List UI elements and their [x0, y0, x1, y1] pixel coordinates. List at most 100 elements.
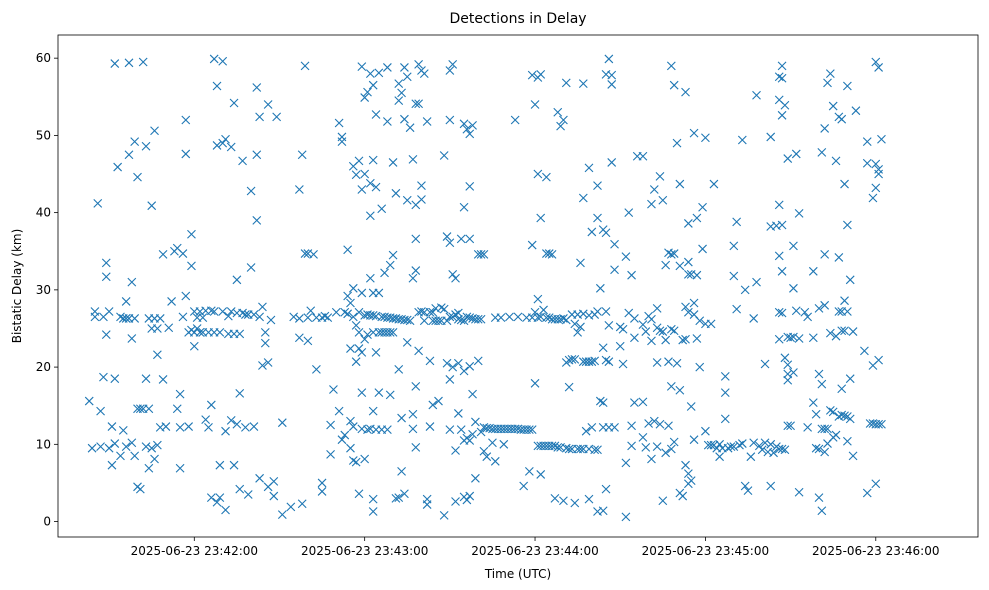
- data-point-0-70: [175, 389, 185, 399]
- data-point-0-704: [823, 78, 832, 88]
- data-point-0-699: [820, 124, 830, 133]
- data-point-0-301: [414, 346, 424, 356]
- data-point-0-529: [630, 314, 639, 323]
- data-point-0-610: [709, 179, 719, 189]
- data-point-0-325: [439, 304, 449, 314]
- data-point-0-507: [604, 54, 614, 64]
- data-point-0-166: [303, 336, 313, 346]
- data-point-0-154: [277, 510, 287, 519]
- data-point-0-193: [346, 443, 355, 453]
- data-point-0-575: [675, 261, 685, 271]
- data-point-0-730: [842, 220, 852, 230]
- data-point-0-257: [382, 425, 392, 435]
- data-point-0-707: [825, 69, 835, 79]
- data-point-0-175: [323, 313, 333, 323]
- data-point-0-332: [445, 238, 455, 248]
- data-point-0-86: [195, 327, 205, 337]
- data-point-0-373: [471, 417, 480, 427]
- data-point-0-327: [442, 232, 452, 241]
- data-point-0-564: [666, 249, 676, 259]
- data-point-0-44: [141, 374, 151, 384]
- data-point-0-74: [181, 149, 191, 159]
- data-point-0-489: [590, 445, 600, 455]
- data-point-0-681: [794, 334, 804, 343]
- data-point-0-726: [840, 296, 849, 306]
- data-point-0-622: [729, 271, 739, 281]
- data-point-0-25: [121, 442, 131, 452]
- data-point-0-469: [576, 258, 585, 268]
- data-point-0-57: [152, 440, 162, 450]
- data-point-0-212: [357, 388, 367, 397]
- data-point-0-21: [116, 451, 125, 461]
- data-point-0-352: [459, 202, 469, 212]
- data-point-0-735: [845, 374, 855, 384]
- data-point-0-145: [260, 338, 270, 348]
- data-point-0-361: [465, 129, 475, 139]
- data-point-0-609: [706, 440, 716, 450]
- data-point-0-608: [706, 319, 716, 329]
- data-point-0-324: [439, 151, 449, 160]
- data-point-0-613: [715, 439, 724, 449]
- data-point-0-66: [172, 404, 182, 414]
- data-point-0-631: [743, 486, 753, 496]
- data-point-0-505: [601, 355, 611, 365]
- data-point-0-376: [473, 314, 483, 324]
- data-point-0-215: [360, 169, 370, 179]
- y-tick-label-1: 10: [36, 437, 51, 451]
- data-point-0-561: [664, 357, 673, 367]
- data-point-0-141: [255, 312, 264, 322]
- data-point-0-146: [263, 100, 273, 109]
- data-point-0-759: [877, 419, 886, 429]
- data-point-0-553: [655, 419, 665, 429]
- data-point-0-619: [723, 443, 733, 453]
- data-point-0-745: [868, 193, 878, 203]
- data-point-0-678: [791, 149, 801, 159]
- data-point-0-27: [124, 58, 134, 68]
- data-point-0-176: [326, 420, 335, 430]
- data-point-0-299: [414, 99, 424, 109]
- data-point-0-522: [621, 458, 631, 468]
- data-point-0-150: [269, 477, 279, 486]
- data-point-0-516: [610, 422, 619, 432]
- data-point-0-273: [394, 493, 404, 503]
- data-point-0-94: [206, 493, 216, 503]
- data-point-0-41: [138, 57, 148, 67]
- data-point-0-576: [675, 385, 685, 395]
- data-point-0-459: [564, 444, 574, 454]
- data-point-0-26: [121, 297, 131, 306]
- data-point-0-596: [689, 435, 699, 445]
- data-point-0-558: [661, 335, 671, 345]
- data-point-0-620: [726, 442, 736, 452]
- data-point-0-501: [598, 506, 608, 516]
- data-point-0-618: [720, 414, 730, 424]
- data-point-0-63: [164, 323, 174, 333]
- data-point-0-195: [348, 283, 358, 293]
- data-point-0-109: [221, 134, 230, 144]
- data-point-0-112: [223, 311, 233, 321]
- data-point-0-693: [814, 493, 824, 503]
- data-point-0-128: [241, 422, 250, 432]
- data-point-0-313: [425, 356, 435, 366]
- data-point-0-591: [686, 402, 696, 411]
- data-point-0-755: [874, 164, 884, 174]
- data-point-0-723: [837, 384, 847, 394]
- data-point-0-435: [544, 249, 554, 258]
- data-point-0-545: [649, 185, 659, 194]
- x-axis-label: Time (UTC): [484, 567, 551, 581]
- data-point-0-635: [752, 277, 761, 287]
- data-point-0-62: [161, 422, 171, 431]
- data-point-0-470: [576, 322, 585, 332]
- data-point-0-737: [848, 327, 858, 336]
- data-point-0-167: [306, 306, 316, 316]
- data-point-0-357: [462, 124, 472, 134]
- data-point-0-110: [221, 426, 230, 436]
- data-point-0-519: [618, 324, 628, 334]
- data-point-0-183: [337, 137, 347, 146]
- data-point-0-493: [593, 445, 602, 455]
- data-point-0-601: [695, 362, 705, 372]
- data-point-0-743: [862, 137, 872, 146]
- data-point-0-117: [229, 98, 239, 108]
- data-point-0-599: [692, 334, 702, 343]
- data-point-0-687: [808, 398, 818, 408]
